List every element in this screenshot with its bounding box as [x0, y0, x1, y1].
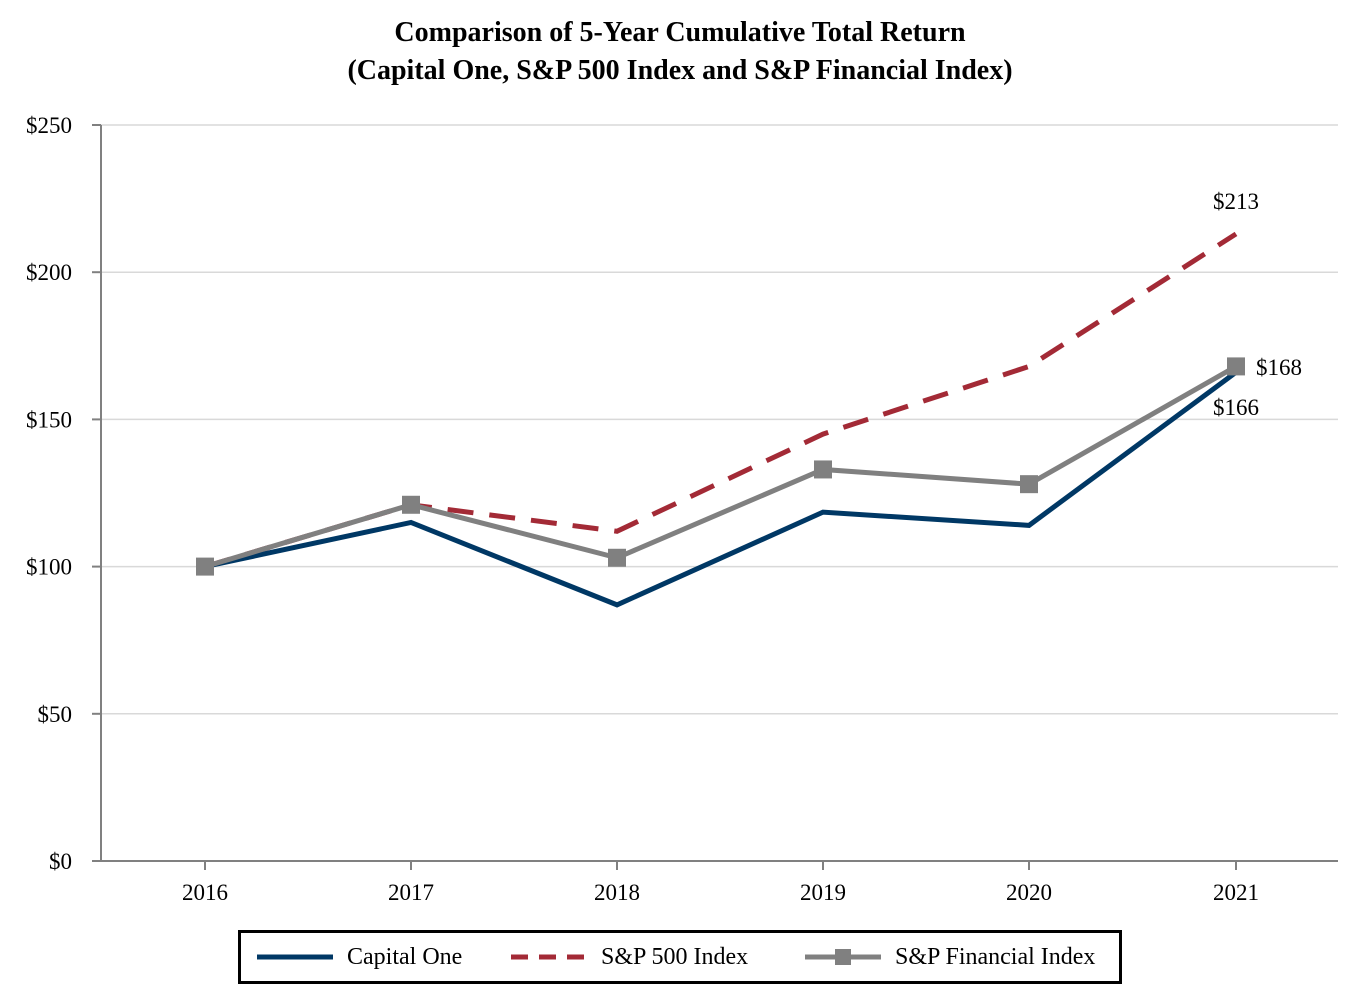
- legend-swatch-sp-financial: [805, 949, 881, 965]
- chart-legend: Capital One S&P 500 Index S&P Financial …: [238, 930, 1122, 984]
- data-label-capital-one-2021: $166: [1213, 395, 1259, 420]
- sp-financial-marker: [402, 495, 420, 514]
- sp-financial-marker: [608, 548, 626, 567]
- legend-item-capital-one: Capital One: [255, 933, 462, 981]
- sp-financial-marker: [196, 557, 214, 576]
- y-tick-label: $150: [26, 407, 72, 432]
- x-tick-label: 2020: [1006, 880, 1052, 905]
- legend-label-capital-one: Capital One: [347, 943, 463, 970]
- y-tick-label: $200: [26, 260, 72, 285]
- x-tick-label: 2017: [388, 880, 434, 905]
- data-label-sp500-2021: $213: [1213, 189, 1259, 214]
- sp-financial-marker: [1020, 475, 1038, 494]
- chart-subtitle: (Capital One, S&P 500 Index and S&P Fina…: [347, 55, 1013, 86]
- y-tick-label: $250: [26, 113, 72, 138]
- sp500-line: [204, 231, 1238, 569]
- x-tick-label: 2021: [1213, 880, 1259, 905]
- sp-financial-marker: [814, 460, 832, 479]
- sp-financial-marker: [1227, 357, 1245, 376]
- legend-swatch-sp500: [511, 954, 587, 960]
- legend-item-sp500: S&P 500 Index: [509, 933, 748, 981]
- chart-title: Comparison of 5-Year Cumulative Total Re…: [394, 17, 966, 48]
- chart-title-block: Comparison of 5-Year Cumulative Total Re…: [0, 14, 1360, 90]
- y-tick-label: $50: [38, 702, 73, 727]
- sp-financial-line: [204, 364, 1238, 569]
- y-tick-label: $0: [49, 849, 72, 874]
- x-tick-label: 2019: [800, 880, 846, 905]
- capital-one-line: [204, 370, 1238, 608]
- x-tick-label: 2016: [182, 880, 228, 905]
- legend-item-sp-financial: S&P Financial Index: [803, 933, 1095, 981]
- legend-label-sp-financial: S&P Financial Index: [895, 943, 1096, 970]
- data-label-sp-financial-2021: $168: [1256, 355, 1302, 380]
- y-tick-label: $100: [26, 555, 72, 580]
- legend-swatch-capital-one: [257, 954, 333, 960]
- legend-label-sp500: S&P 500 Index: [601, 943, 749, 970]
- x-tick-label: 2018: [594, 880, 640, 905]
